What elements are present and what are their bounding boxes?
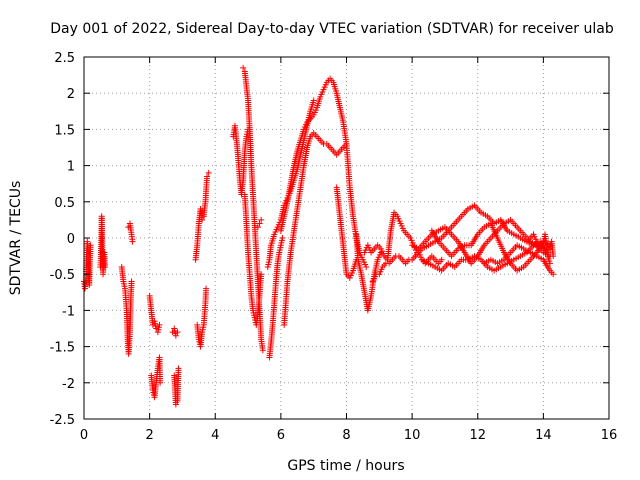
y-tick-label: -0.5 xyxy=(50,268,75,283)
data-point xyxy=(129,238,136,245)
data-points xyxy=(81,64,557,408)
data-point xyxy=(199,216,206,223)
data-point xyxy=(438,256,445,263)
x-tick-label: 2 xyxy=(145,428,153,443)
y-tick-label: 0.5 xyxy=(54,196,75,211)
y-tick-label: 1.5 xyxy=(54,123,75,138)
data-point xyxy=(175,365,182,372)
data-point xyxy=(550,271,557,278)
data-point xyxy=(240,64,247,71)
x-axis-title: GPS time / hours xyxy=(287,458,404,474)
y-tick-label: -2.5 xyxy=(50,413,75,428)
y-tick-label: 1 xyxy=(67,160,75,175)
data-point xyxy=(550,253,557,260)
data-point xyxy=(157,379,164,386)
data-point xyxy=(205,169,212,176)
y-tick-label: -1.5 xyxy=(50,341,75,356)
ticks: 0 2 4 6 8 10 12 14 16 2.5 2 1.5 1 0.5 0 -0.5 -1 -1.5 -2 -2.… xyxy=(50,51,618,443)
data-point xyxy=(204,173,211,180)
data-point xyxy=(259,347,266,354)
x-tick-label: 4 xyxy=(211,428,219,443)
data-point xyxy=(172,401,179,408)
y-tick-label: -1 xyxy=(62,304,75,319)
data-point xyxy=(102,263,108,270)
x-tick-label: 14 xyxy=(535,428,552,443)
data-point xyxy=(256,220,263,227)
data-point xyxy=(203,285,210,292)
data-point xyxy=(363,263,370,270)
x-tick-label: 8 xyxy=(342,428,350,443)
data-point xyxy=(172,332,179,339)
data-point xyxy=(128,278,135,285)
x-tick-label: 12 xyxy=(469,428,486,443)
data-point xyxy=(258,271,265,278)
y-tick-label: -2 xyxy=(62,377,75,392)
data-point xyxy=(254,224,261,231)
y-tick-label: 0 xyxy=(67,232,75,247)
x-tick-label: 0 xyxy=(80,428,88,443)
data-point xyxy=(545,249,552,256)
x-tick-label: 10 xyxy=(404,428,421,443)
y-axis-title: SDTVAR / TECUs xyxy=(8,181,24,296)
y-tick-label: 2 xyxy=(67,87,75,102)
data-point xyxy=(156,321,163,328)
data-point xyxy=(87,242,94,249)
x-tick-label: 16 xyxy=(601,428,618,443)
data-point xyxy=(258,216,265,223)
data-point xyxy=(174,329,181,336)
x-tick-label: 6 xyxy=(277,428,285,443)
data-point xyxy=(279,235,286,241)
data-point xyxy=(310,97,317,104)
y-tick-label: 2.5 xyxy=(54,51,75,66)
chart-title: Day 001 of 2022, Sidereal Day-to-day VTE… xyxy=(50,21,614,37)
